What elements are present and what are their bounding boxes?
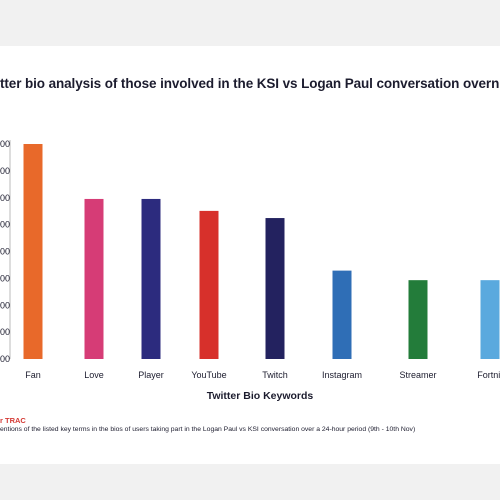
x-tick-label: Fan bbox=[25, 370, 41, 380]
chart-card: tter bio analysis of those involved in t… bbox=[0, 46, 500, 464]
bar-youtube bbox=[199, 210, 219, 359]
y-axis: 00 00 00 00 00 00 00 00 00 bbox=[0, 139, 11, 364]
y-tick-label: 00 bbox=[0, 327, 10, 337]
x-tick-label: Fortnit bbox=[477, 370, 500, 380]
x-tick-label: Instagram bbox=[322, 370, 362, 380]
bars bbox=[23, 144, 500, 359]
y-tick-label: 00 bbox=[0, 166, 10, 176]
bar-streamer bbox=[408, 280, 428, 359]
bar-chart: 00 00 00 00 00 00 00 00 00 Fan Love Player YouTube T… bbox=[0, 139, 500, 380]
bar-fortnit bbox=[480, 280, 500, 359]
y-tick-label: 00 bbox=[0, 139, 10, 149]
chart-title: tter bio analysis of those involved in t… bbox=[0, 76, 500, 91]
x-tick-label: Player bbox=[138, 370, 164, 380]
bar-twitch bbox=[265, 218, 285, 359]
y-tick-label: 00 bbox=[0, 247, 10, 257]
bar-instagram bbox=[332, 270, 352, 359]
x-axis-title: Twitter Bio Keywords bbox=[206, 390, 314, 402]
x-tick-label: Love bbox=[84, 370, 104, 380]
bar-love bbox=[84, 198, 104, 359]
source-label: r TRAC bbox=[0, 416, 26, 425]
y-tick-label: 00 bbox=[0, 220, 10, 230]
footnote: entions of the listed key terms in the b… bbox=[0, 426, 416, 433]
x-tick-label: YouTube bbox=[191, 370, 226, 380]
x-tick-label: Twitch bbox=[262, 370, 288, 380]
y-tick-label: 00 bbox=[0, 300, 10, 310]
y-tick-label: 00 bbox=[0, 273, 10, 283]
x-axis: Fan Love Player YouTube Twitch Instagram Strea… bbox=[25, 370, 500, 380]
y-tick-label: 00 bbox=[0, 354, 10, 364]
x-tick-label: Streamer bbox=[399, 370, 436, 380]
bar-player bbox=[141, 198, 161, 359]
y-tick-label: 00 bbox=[0, 193, 10, 203]
bar-fan bbox=[23, 144, 43, 359]
